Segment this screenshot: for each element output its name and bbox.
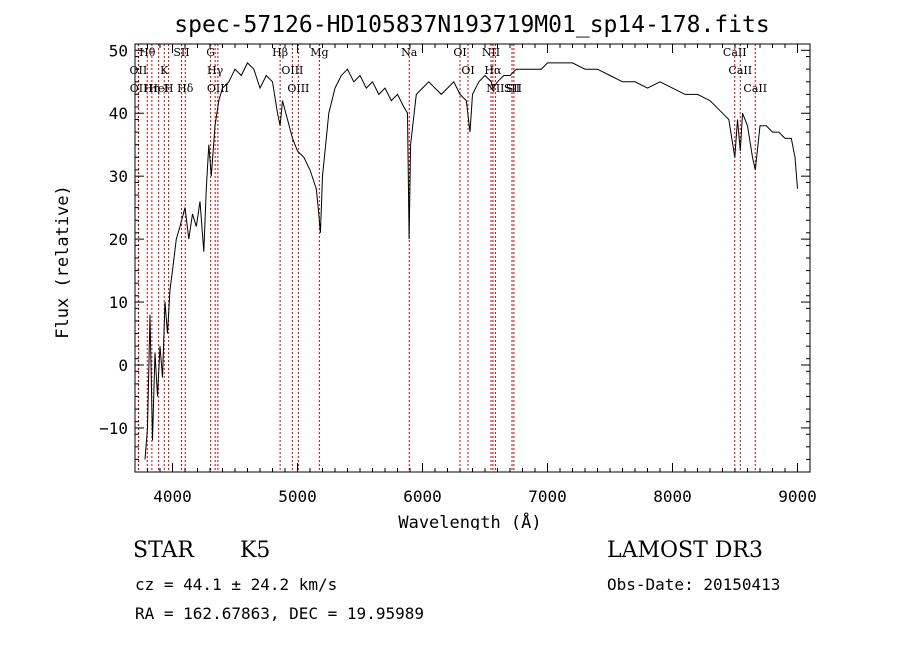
y-tick-label: 40 — [109, 104, 128, 123]
object-subclass: K5 — [240, 538, 271, 563]
line-marker-label: SII — [173, 46, 189, 59]
x-tick-label: 9000 — [778, 487, 817, 506]
line-marker-label: G — [206, 46, 215, 59]
line-marker-label: Hα — [484, 64, 502, 77]
ra-dec: RA = 162.67863, DEC = 19.95989 — [135, 604, 424, 623]
x-axis-label: Wavelength (Å) — [398, 511, 541, 530]
line-marker-label: Hγ — [207, 64, 224, 77]
y-axis: −10 0 10 20 30 40 50 — [99, 41, 810, 460]
x-tick-label: 5000 — [278, 487, 317, 506]
line-marker-label: K — [160, 64, 169, 77]
object-class: STAR — [133, 538, 194, 563]
redshift-cz: cz = 44.1 ± 24.2 km/s — [135, 575, 338, 594]
x-tick-label: 4000 — [153, 487, 192, 506]
line-marker-label: HeI — [148, 82, 168, 95]
emission-line-markers — [137, 44, 756, 472]
y-axis-label: Flux (relative) — [53, 185, 73, 339]
spectrum-line — [144, 62, 798, 460]
y-tick-label: 20 — [109, 230, 128, 249]
survey-name: LAMOST DR3 — [607, 538, 763, 563]
y-tick-label: 30 — [109, 167, 128, 186]
y-tick-label: 10 — [109, 293, 128, 312]
line-marker-label: OIII — [287, 82, 309, 95]
line-marker-label: H — [164, 82, 174, 95]
line-marker-label: Hη — [144, 82, 160, 95]
line-marker-label: NII — [486, 82, 504, 95]
line-marker-label: Mg — [310, 46, 328, 59]
x-tick-label: 7000 — [528, 487, 567, 506]
chart-title: spec-57126-HD105837N193719M01_sp14-178.f… — [174, 12, 769, 38]
x-tick-label: 6000 — [403, 487, 442, 506]
line-marker-label: CaII — [723, 46, 747, 59]
line-marker-label: NII — [482, 46, 500, 59]
line-marker-label: OIII — [207, 82, 229, 95]
x-tick-label: 8000 — [653, 487, 692, 506]
line-marker-label: Hθ — [139, 46, 156, 59]
y-tick-label: −10 — [99, 419, 128, 438]
line-marker-label: OI — [453, 46, 466, 59]
line-marker-label: OII — [130, 82, 148, 95]
line-marker-label: CaII — [743, 82, 767, 95]
line-marker-label: OI — [461, 64, 474, 77]
y-tick-label: 50 — [109, 41, 128, 60]
spectrum-chart: spec-57126-HD105837N193719M01_sp14-178.f… — [53, 12, 817, 530]
line-marker-label: OII — [130, 64, 148, 77]
line-marker-label: SII — [504, 82, 520, 95]
observation-date: Obs-Date: 20150413 — [607, 575, 781, 594]
x-axis: 4000 5000 6000 7000 8000 9000 — [134, 44, 817, 506]
plot-frame — [134, 43, 811, 473]
line-marker-label: CaII — [728, 64, 752, 77]
line-marker-label: SII — [506, 82, 522, 95]
y-tick-label: 0 — [118, 356, 128, 375]
line-marker-label: Hβ — [272, 46, 288, 59]
line-marker-label: Na — [401, 46, 418, 59]
line-marker-label: Hδ — [177, 82, 194, 95]
line-marker-label: OIII — [281, 64, 303, 77]
